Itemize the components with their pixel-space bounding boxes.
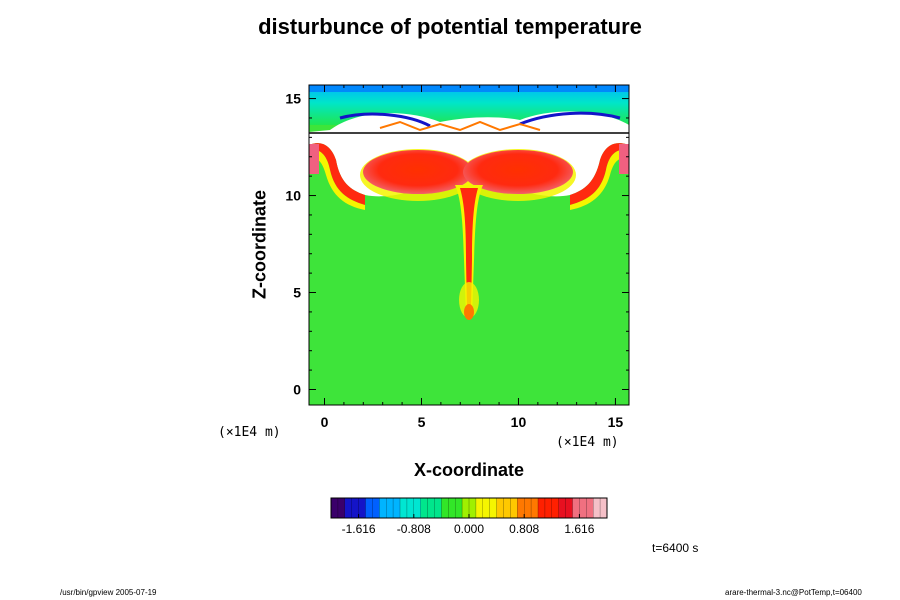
x-tick-label: 15 bbox=[608, 414, 624, 430]
colorbar-cell bbox=[455, 498, 463, 518]
heatmap-field bbox=[309, 85, 629, 405]
y-axis-unit: (×1E4 m) bbox=[218, 425, 281, 440]
colorbar-cell bbox=[400, 498, 408, 518]
colorbar-cell bbox=[393, 498, 401, 518]
colorbar-tick-label: 0.808 bbox=[509, 522, 539, 536]
colorbar-cell bbox=[586, 498, 594, 518]
colorbar-cell bbox=[489, 498, 498, 518]
colorbar-cell bbox=[565, 498, 573, 518]
colorbar-cell bbox=[372, 498, 380, 518]
right-edge-pink bbox=[619, 144, 629, 174]
updraft-column bbox=[460, 188, 478, 310]
plume-edge-left bbox=[309, 143, 365, 205]
x-tick-label: 5 bbox=[418, 414, 426, 430]
colorbar-cell bbox=[365, 498, 373, 518]
colorbar-cell bbox=[427, 498, 435, 518]
colorbar-cell bbox=[524, 498, 532, 518]
plume-edge-right bbox=[570, 143, 629, 205]
colorbar-tick-label: 1.616 bbox=[564, 522, 594, 536]
plot-frame bbox=[308, 84, 630, 406]
y-axis-label: Z-coordinate bbox=[249, 190, 270, 300]
y-tick-label: 0 bbox=[293, 381, 301, 397]
axis-ticks: 0 5 10 15 0 5 10 15 bbox=[285, 85, 629, 430]
colorbar-cell bbox=[600, 498, 608, 518]
colorbar-cell bbox=[331, 498, 339, 518]
footer-left: /usr/bin/gpview 2005-07-19 bbox=[60, 588, 157, 597]
anvil-right bbox=[463, 150, 573, 194]
colorbar: -1.616 -0.808 0.000 0.808 1.616 bbox=[330, 497, 608, 536]
colorbar-cell bbox=[448, 498, 456, 518]
colorbar-cell bbox=[469, 498, 477, 518]
footer-right: arare-thermal-3.nc@PotTemp,t=06400 bbox=[725, 588, 862, 597]
colorbar-cell bbox=[510, 498, 518, 518]
colorbar-cell bbox=[544, 498, 553, 518]
colorbar-cell bbox=[434, 498, 442, 518]
y-tick-label: 10 bbox=[285, 188, 301, 204]
time-label: t=6400 s bbox=[652, 541, 699, 555]
colorbar-cell bbox=[344, 498, 353, 518]
plume-edge-left-yellow bbox=[309, 149, 365, 210]
x-tick-label: 0 bbox=[321, 414, 329, 430]
colorbar-cell bbox=[517, 498, 525, 518]
colorbar-cell bbox=[386, 498, 394, 518]
x-tick-label: 10 bbox=[511, 414, 527, 430]
upper-blue-strip bbox=[309, 85, 629, 92]
colorbar-cell bbox=[579, 498, 587, 518]
colorbar-cell bbox=[358, 498, 366, 518]
left-edge-pink bbox=[309, 144, 319, 174]
colorbar-cell bbox=[551, 498, 560, 518]
colorbar-cell bbox=[538, 498, 546, 518]
column-base bbox=[464, 304, 474, 320]
colorbar-tick-label: -1.616 bbox=[342, 522, 376, 536]
x-axis-label: X-coordinate bbox=[413, 460, 524, 480]
colorbar-cell bbox=[441, 498, 449, 518]
blue-wave-right bbox=[519, 111, 621, 126]
colorbar-cell bbox=[413, 498, 422, 518]
colorbar-cell bbox=[482, 498, 491, 518]
orange-wave bbox=[379, 120, 541, 132]
anvil-left bbox=[363, 150, 473, 194]
colorbar-tick-label: 0.000 bbox=[454, 522, 484, 536]
colorbar-tick-label: -0.808 bbox=[397, 522, 431, 536]
blue-wave-left bbox=[339, 112, 431, 128]
colorbar-cell bbox=[572, 498, 580, 518]
colorbar-cell bbox=[531, 498, 539, 518]
colorbar-cell bbox=[593, 498, 601, 518]
y-tick-label: 5 bbox=[293, 285, 301, 301]
chart-title: disturbunce of potential temperature bbox=[258, 14, 642, 39]
colorbar-cell bbox=[503, 498, 511, 518]
colorbar-cell bbox=[406, 498, 415, 518]
colorbar-cell bbox=[462, 498, 470, 518]
colorbar-cell bbox=[475, 498, 484, 518]
colorbar-cell bbox=[351, 498, 360, 518]
column-base-halo bbox=[459, 282, 479, 318]
y-tick-label: 15 bbox=[285, 91, 301, 107]
colorbar-cell bbox=[337, 498, 346, 518]
colorbar-cell bbox=[379, 498, 387, 518]
x-axis-unit: (×1E4 m) bbox=[556, 435, 619, 450]
colorbar-cell bbox=[496, 498, 504, 518]
colorbar-cell bbox=[420, 498, 429, 518]
colorbar-cell bbox=[558, 498, 567, 518]
